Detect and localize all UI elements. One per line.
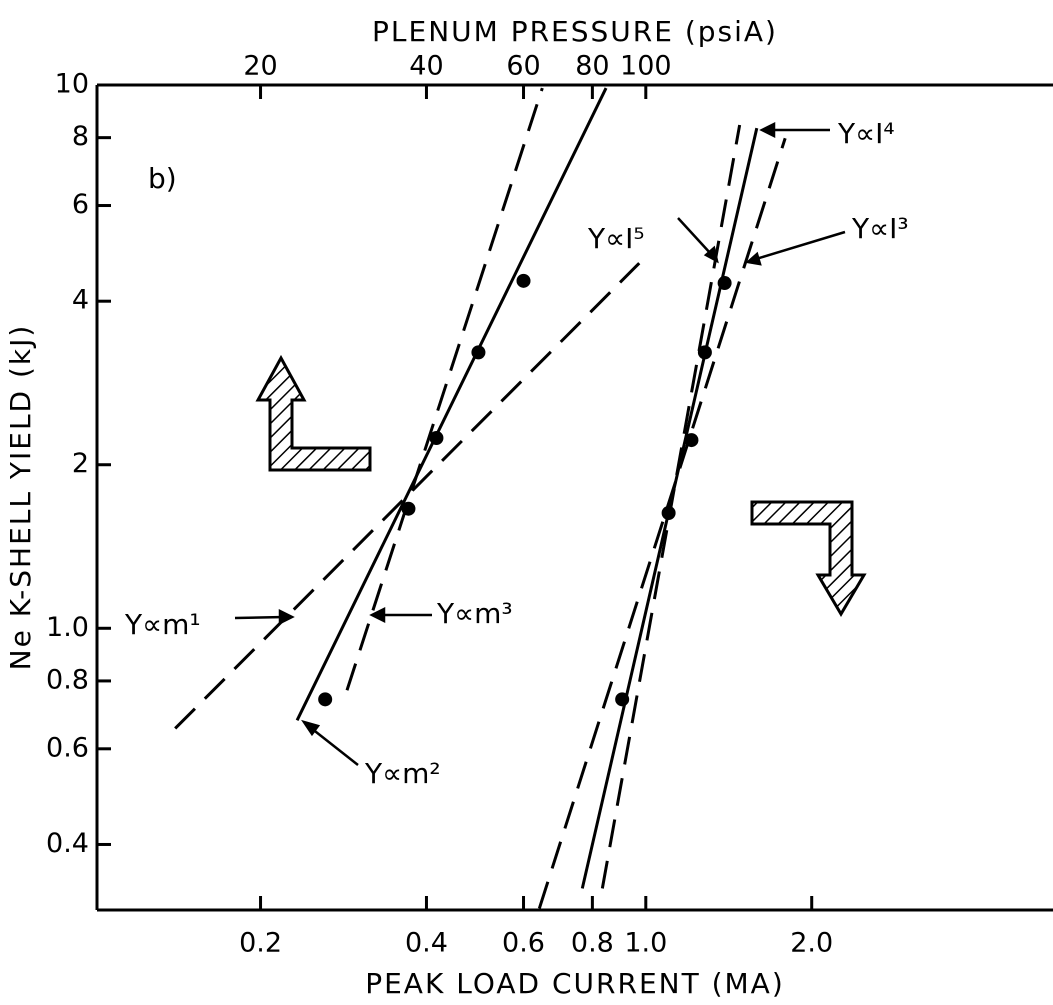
y-tick-label: 10 [55, 69, 89, 100]
y-tick-label: 0.4 [46, 828, 89, 859]
y-tick-label: 1.0 [46, 612, 89, 643]
y-tick-label: 2 [72, 448, 89, 479]
y-axis-label: Ne K-SHELL YIELD (kJ) [4, 324, 37, 671]
x-tick-label: 0.2 [239, 928, 282, 959]
annotation: Y∝I³ [851, 212, 909, 245]
y-tick-label: 0.6 [46, 732, 89, 763]
fit-line [345, 87, 544, 691]
fit-line [600, 124, 742, 889]
x-tick-label: 0.4 [405, 928, 448, 959]
x2-tick-label: 80 [575, 51, 609, 82]
data-point [516, 273, 531, 288]
x-tick-label: 0.6 [502, 928, 545, 959]
x2-tick-label: 100 [620, 51, 672, 82]
fit-line [295, 87, 608, 721]
x2-axis-label: PLENUM PRESSURE (psiA) [372, 15, 778, 48]
annotation: Y∝I⁵ [587, 222, 645, 255]
annotation: Y∝m² [364, 757, 441, 790]
frame [95, 83, 1053, 912]
data-point [318, 692, 333, 707]
x-tick-label: 1.0 [624, 928, 667, 959]
fit-line [174, 262, 641, 730]
panel-label: b) [148, 162, 177, 195]
x2-tick-label: 20 [243, 51, 277, 82]
annotation: Y∝I⁴ [837, 117, 895, 150]
x-axis-label: PEAK LOAD CURRENT (MA) [365, 967, 785, 1000]
x-tick-label: 0.8 [571, 928, 614, 959]
hatched-arrow-down [750, 500, 867, 617]
x2-tick-label: 60 [506, 51, 540, 82]
y-tick-label: 8 [72, 121, 89, 152]
annotation: Y∝m¹ [124, 608, 201, 641]
fit-line [537, 137, 787, 909]
y-tick-label: 4 [72, 285, 89, 316]
x2-tick-label: 40 [409, 51, 443, 82]
annotation: Y∝m³ [436, 597, 513, 630]
hatched-arrow-up [255, 354, 372, 472]
y-tick-label: 6 [72, 189, 89, 220]
annotation-arrows [234, 121, 846, 766]
x-tick-label: 2.0 [790, 928, 833, 959]
y-tick-label: 0.8 [46, 664, 89, 695]
